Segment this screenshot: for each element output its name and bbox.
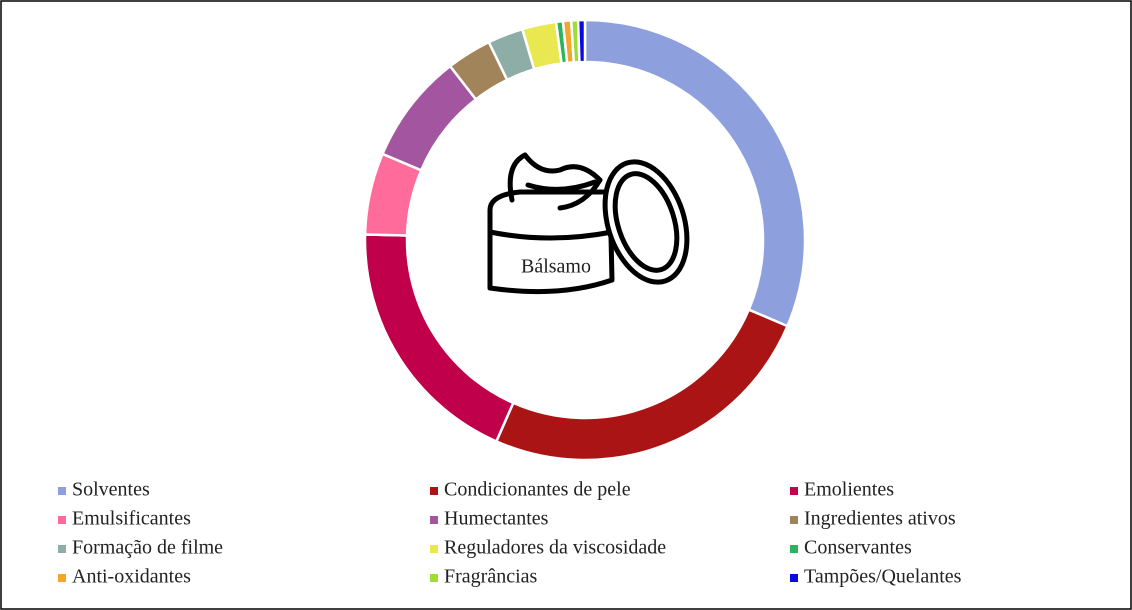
legend-label: Condicionantes de pele bbox=[444, 479, 631, 501]
legend-label: Formação de filme bbox=[72, 537, 223, 559]
legend-swatch bbox=[430, 545, 438, 553]
legend-label: Emolientes bbox=[804, 479, 894, 501]
slice bbox=[576, 18, 587, 64]
legend-label: Conservantes bbox=[804, 537, 912, 559]
legend-swatch bbox=[790, 545, 798, 553]
donut bbox=[363, 18, 807, 462]
center-label: Bálsamo bbox=[521, 256, 591, 278]
legend-label: Tampões/Quelantes bbox=[804, 566, 962, 588]
legend-swatch bbox=[790, 516, 798, 524]
legend-label: Emulsificantes bbox=[72, 508, 191, 530]
legend-swatch bbox=[430, 516, 438, 524]
legend-swatch bbox=[790, 574, 798, 582]
legend-label: Ingredientes ativos bbox=[804, 508, 956, 530]
legend-swatch bbox=[58, 545, 66, 553]
legend-label: Solventes bbox=[72, 479, 150, 501]
legend-label: Anti-oxidantes bbox=[72, 566, 191, 588]
legend-swatch bbox=[790, 487, 798, 495]
legend-swatch bbox=[58, 574, 66, 582]
legend-swatch bbox=[430, 574, 438, 582]
legend-label: Humectantes bbox=[444, 508, 549, 530]
legend: Solventes Condicionantes de pele Emoliente… bbox=[58, 479, 962, 588]
legend-swatch bbox=[58, 487, 66, 495]
legend-swatch bbox=[58, 516, 66, 524]
legend-label: Reguladores da viscosidade bbox=[444, 537, 666, 559]
legend-label: Fragrâncias bbox=[444, 566, 538, 588]
legend-swatch bbox=[430, 487, 438, 495]
jar-icon bbox=[487, 152, 690, 295]
